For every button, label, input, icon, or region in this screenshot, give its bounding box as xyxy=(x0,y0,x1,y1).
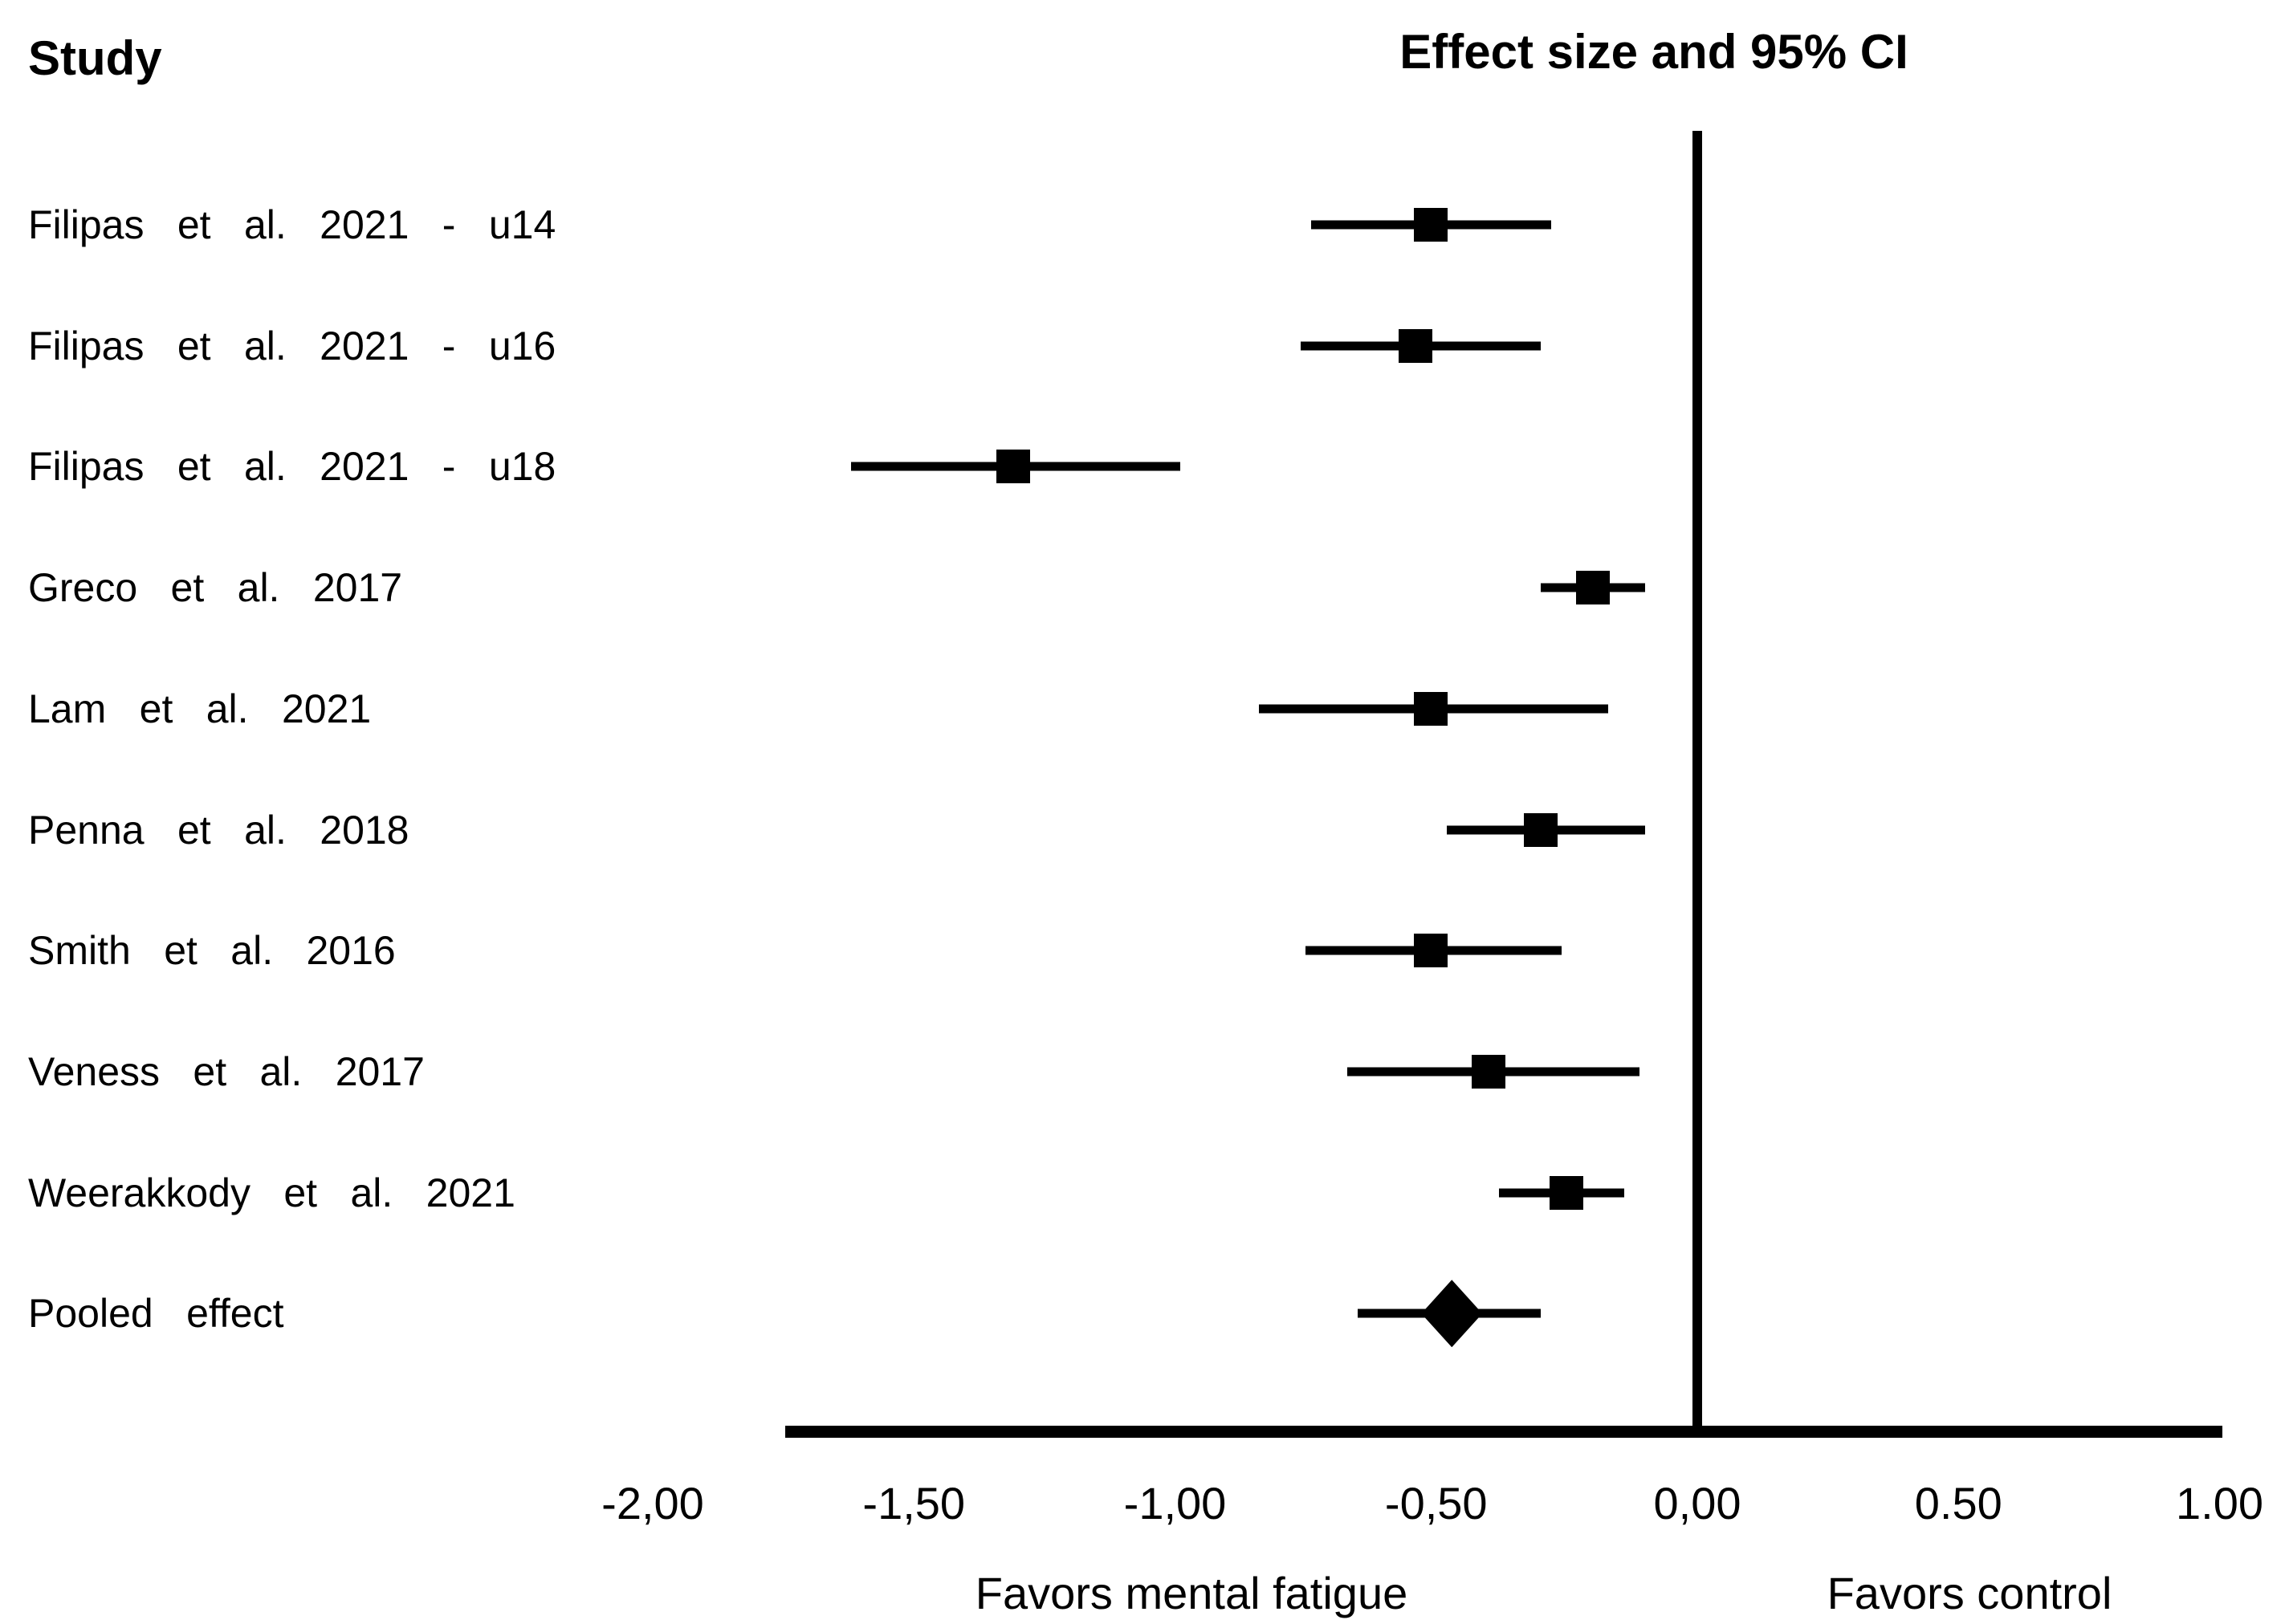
effect-size-square-marker xyxy=(1550,1175,1584,1210)
study-label: Smith et al. 2016 xyxy=(28,928,396,974)
study-label: Lam et al. 2021 xyxy=(28,686,372,731)
study-label: Filipas et al. 2021 - u14 xyxy=(28,202,556,247)
study-label: Filipas et al. 2021 - u16 xyxy=(28,323,556,368)
x-axis-tick-label: -1,50 xyxy=(862,1478,966,1528)
effect-size-square-marker xyxy=(1398,328,1432,363)
x-axis-tick-label: -0,50 xyxy=(1384,1478,1488,1528)
effect-size-square-marker xyxy=(1523,812,1558,847)
effect-size-square-marker xyxy=(1414,208,1448,242)
effect-size-square-marker xyxy=(996,450,1030,484)
study-label: Filipas et al. 2021 - u18 xyxy=(28,444,556,490)
x-axis-label-favors-control: Favors control xyxy=(1827,1568,2112,1618)
study-label: Penna et al. 2018 xyxy=(28,807,409,853)
zero-reference-line xyxy=(1692,131,1702,1438)
x-axis-line xyxy=(785,1426,2222,1438)
x-axis-tick-label: 1.00 xyxy=(2176,1478,2263,1528)
x-axis-tick-label: 0,00 xyxy=(1653,1478,1741,1528)
x-axis-label-favors-mental-fatigue: Favors mental fatigue xyxy=(975,1568,1408,1618)
x-axis-tick-label: 0.50 xyxy=(1914,1478,2002,1528)
x-axis-tick-label: -2,00 xyxy=(601,1478,704,1528)
x-axis-tick-label: -1,00 xyxy=(1123,1478,1227,1528)
effect-size-header: Effect size and 95% CI xyxy=(1399,25,1908,79)
pooled-effect-diamond-marker xyxy=(1421,1280,1483,1348)
effect-size-square-marker xyxy=(1471,1054,1505,1089)
study-label: Weerakkody et al. 2021 xyxy=(28,1170,515,1215)
study-label: Pooled effect xyxy=(28,1291,284,1337)
effect-size-square-marker xyxy=(1414,934,1448,968)
study-column-header: Study xyxy=(28,31,162,85)
study-label: Greco et al. 2017 xyxy=(28,565,403,611)
effect-size-square-marker xyxy=(1575,571,1610,605)
effect-size-square-marker xyxy=(1414,691,1448,726)
study-label: Veness et al. 2017 xyxy=(28,1048,425,1094)
